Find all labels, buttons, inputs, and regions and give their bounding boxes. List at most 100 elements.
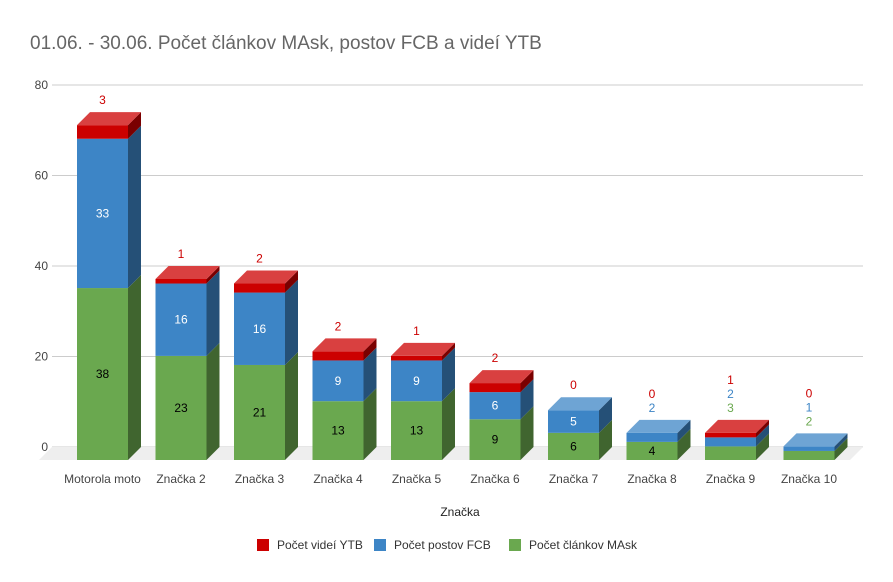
data-label: 1 — [806, 400, 813, 414]
bar-segment-side — [128, 112, 141, 139]
bar-stack — [312, 338, 377, 460]
bar-segment — [77, 125, 128, 139]
data-label: 3 — [727, 401, 734, 415]
category-label: Značka 5 — [392, 472, 442, 486]
bar-top-face — [312, 338, 377, 352]
data-label: 9 — [413, 374, 420, 388]
data-label: 2 — [649, 401, 656, 415]
bar-stack — [705, 419, 769, 460]
category-label: Značka 7 — [549, 472, 599, 486]
bar-segment — [77, 138, 128, 289]
bar-segment — [705, 437, 756, 447]
bar-segment — [548, 410, 599, 433]
y-tick-label: 40 — [35, 259, 49, 273]
legend-item: Počet postov FCB — [374, 538, 491, 552]
legend-label: Počet postov FCB — [394, 538, 491, 552]
bar-stack — [548, 397, 612, 460]
y-tick-label: 20 — [35, 350, 49, 364]
bar-segment-side — [285, 279, 298, 365]
bar-segment — [548, 432, 599, 460]
bar-segment-side — [363, 388, 377, 460]
data-label: 13 — [410, 424, 424, 438]
bar-segment-side — [599, 397, 612, 433]
bar-segment — [234, 292, 285, 365]
category-label: Značka 8 — [627, 472, 677, 486]
data-label: 1 — [413, 324, 420, 338]
bar-segment — [312, 351, 364, 361]
bar-stack — [155, 266, 220, 460]
bar-segment-side — [285, 270, 298, 293]
category-label: Značka 4 — [313, 472, 363, 486]
data-label: 16 — [174, 313, 188, 327]
bar-segment — [391, 355, 442, 361]
bar-segment-side — [128, 125, 141, 289]
bar-segment-side — [128, 275, 141, 460]
bar-top-face — [155, 266, 220, 279]
bar-segment — [312, 360, 364, 402]
chart-title: 01.06. - 30.06. Počet článkov MAsk, post… — [30, 33, 542, 54]
bar-stack — [626, 419, 691, 460]
bar-stack — [469, 370, 534, 460]
category-label: Značka 3 — [235, 472, 285, 486]
legend-swatch — [257, 539, 269, 551]
bar-segment — [626, 432, 678, 442]
bar-segment — [705, 432, 756, 438]
bar-segment-side — [206, 342, 220, 460]
bar-segment-side — [756, 433, 769, 460]
legend: Počet videí YTB Počet postov FCB Počet člá… — [257, 538, 638, 552]
data-label: 2 — [492, 351, 499, 365]
bar-segment-side — [442, 342, 455, 361]
bar-segment-side — [285, 351, 298, 460]
bar-top-face — [391, 342, 455, 356]
data-label: 2 — [256, 252, 263, 266]
bar-segment-side — [520, 406, 534, 460]
bar-segment — [469, 419, 521, 460]
bar-segment — [234, 364, 285, 460]
data-label: 6 — [492, 399, 499, 413]
bar-segment-side — [520, 370, 534, 393]
bar-stack — [77, 112, 141, 460]
category-label: Značka 2 — [156, 472, 206, 486]
bar-segment-side — [520, 379, 534, 420]
data-label: 38 — [96, 367, 110, 381]
y-tick-label: 60 — [35, 169, 49, 183]
bar-segment — [783, 446, 835, 451]
legend-label: Počet článkov MAsk — [529, 538, 638, 552]
bar-segment-side — [756, 419, 769, 438]
bar-top-face — [234, 270, 298, 284]
category-label: Značka 10 — [781, 472, 837, 486]
bar-segment-side — [834, 433, 848, 451]
legend-swatch — [374, 539, 386, 551]
bar-segment-side — [206, 266, 220, 284]
bar-segment — [391, 401, 442, 460]
bar-segment-side — [756, 424, 769, 447]
bar-top-face — [705, 419, 769, 433]
bar-segment-side — [206, 270, 220, 356]
bar-segment-side — [442, 347, 455, 402]
bar-top-face — [626, 419, 691, 433]
bar-segment — [312, 401, 364, 460]
data-label: 0 — [570, 378, 577, 392]
category-label: Značka 6 — [470, 472, 520, 486]
data-label: 2 — [335, 319, 342, 333]
bars — [77, 112, 848, 460]
data-label: 9 — [335, 374, 342, 388]
legend-swatch — [509, 539, 521, 551]
bar-stack — [783, 433, 848, 460]
data-label: 21 — [253, 405, 267, 419]
data-label: 13 — [331, 424, 345, 438]
y-tick-label: 0 — [41, 440, 48, 454]
bar-segment-side — [834, 437, 848, 460]
data-label: 0 — [649, 387, 656, 401]
data-label: 5 — [570, 415, 577, 429]
data-label: 23 — [174, 401, 188, 415]
bar-segment — [626, 441, 678, 460]
bar-stack — [234, 270, 298, 460]
y-tick-label: 80 — [35, 78, 49, 92]
bar-segment — [234, 283, 285, 293]
data-label: 9 — [492, 433, 499, 447]
legend-label: Počet videí YTB — [277, 538, 363, 552]
bar-segment-side — [677, 428, 691, 460]
